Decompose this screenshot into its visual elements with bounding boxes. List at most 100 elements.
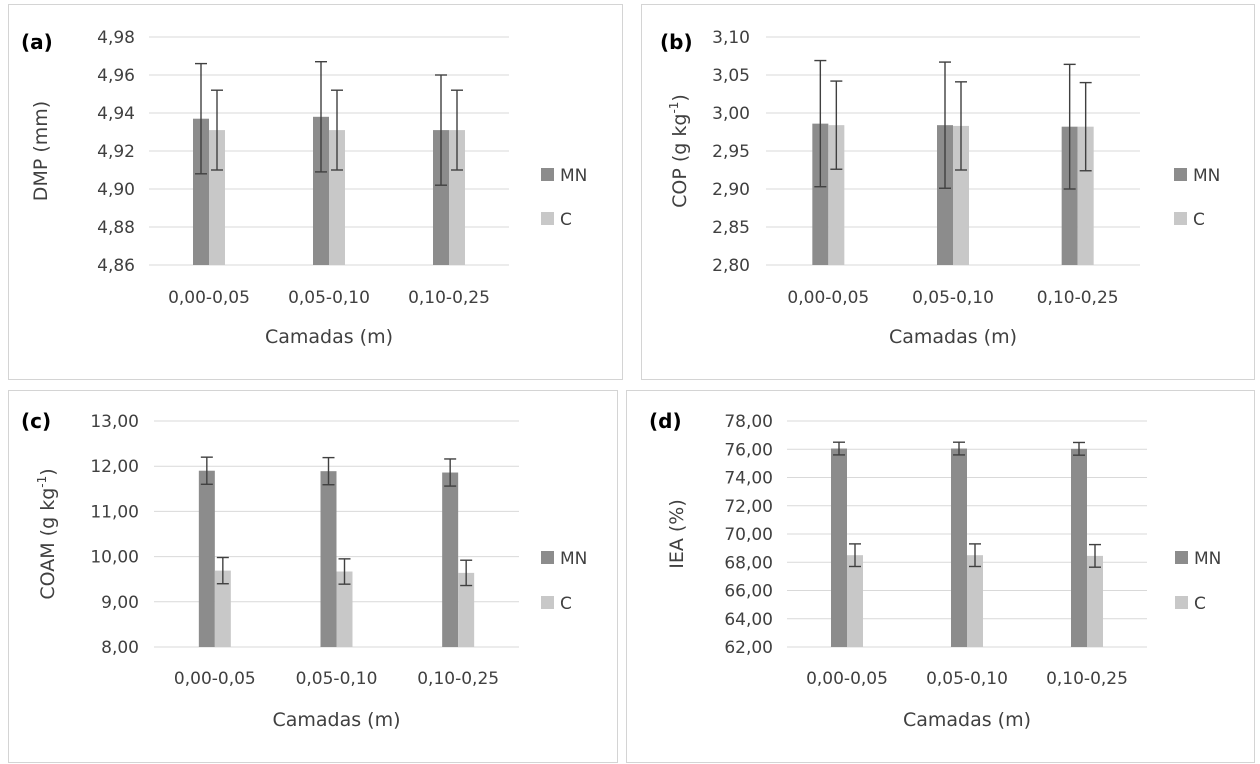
y-tick-label: 4,88 [97,218,135,238]
error-bar-mn [195,62,207,175]
bar-c [458,572,475,647]
error-bar-mn [1073,441,1085,456]
chart-panel-a: (a) 4,86 4,88 4,90 4,92 4,94 4,96 4,98 DMP (mm) 0… [8,4,623,380]
y-tick-label: 72,00 [724,497,773,517]
legend-label-c: C [560,210,572,230]
error-bar-c [460,559,473,587]
bar-mn [937,125,953,265]
legend-label-mn: MN [560,166,587,186]
legend-label-c: C [1193,210,1205,230]
panel-label: (b) [660,30,693,54]
y-tick-label: 68,00 [724,553,773,573]
error-bar-mn [200,456,213,485]
legend-swatch-mn [541,551,554,564]
bar-c [1077,126,1094,266]
y-tick-label: 78,00 [724,412,773,432]
bar-mn [831,448,847,647]
error-bar-mn [833,441,845,456]
error-bar-c [969,543,981,568]
x-axis-title: Camadas (m) [272,709,400,731]
error-bar-c [331,89,343,171]
y-tick-label: 4,86 [97,256,135,276]
y-tick-label: 4,98 [97,28,135,48]
chart-svg: (a) 4,86 4,88 4,90 4,92 4,94 4,96 4,98 DMP (mm) 0… [21,28,587,348]
y-tick-label: 8,00 [101,638,139,658]
error-bar-c [849,543,861,568]
x-tick-label: 0,05-0,10 [296,669,378,689]
y-tick-label: 2,85 [712,218,750,238]
y-axis-title-close-paren: ) [669,94,691,101]
y-tick-label: 13,00 [90,412,139,432]
y-axis-title-superscript: -1 [667,102,681,114]
legend-swatch-c [1175,596,1188,609]
x-tick-label: 0,10-0,25 [1046,669,1128,689]
chart-panel-d: (d) 62,00 64,00 66,00 68,00 70,00 72,00 74,00 76… [626,390,1255,763]
y-axis-title: COP (g kg-1) [667,94,691,208]
y-tick-label: 4,92 [97,142,135,162]
error-bar-c [338,558,351,585]
error-bar-mn [444,458,457,487]
legend-label-c: C [560,594,572,614]
chart-svg: (d) 62,00 64,00 66,00 68,00 70,00 72,00 74,00 76… [649,409,1221,731]
x-tick-label: 0,10-0,25 [1037,288,1119,308]
y-tick-label: 64,00 [724,610,773,630]
error-bar-c [955,81,967,171]
error-bar-c [1089,543,1101,568]
chart-panel-c: (c) 8,00 9,00 10,00 11,00 12,00 13,00 COAM (g k… [8,390,618,763]
bar-mn [442,472,459,647]
y-tick-label: 11,00 [90,502,139,522]
bar-c [449,130,465,265]
error-bar-c [216,556,229,585]
y-tick-label: 66,00 [724,582,773,602]
legend-swatch-c [1174,212,1187,225]
bar-c [828,125,845,265]
legend-label-mn: MN [1194,549,1221,569]
error-bar-c [211,89,223,171]
error-bar-mn [315,61,327,173]
error-bar-mn [953,441,965,456]
x-tick-label: 0,00-0,05 [787,288,869,308]
x-tick-label: 0,05-0,10 [926,669,1008,689]
y-tick-label: 76,00 [724,440,773,460]
chart-svg: (b) 2,80 2,85 2,90 2,95 3,00 3,05 3,10 COP (g kg… [660,28,1220,348]
x-axis-title: Camadas (m) [889,326,1017,348]
x-tick-label: 0,10-0,25 [417,669,499,689]
y-tick-label: 3,00 [712,104,750,124]
error-bar-c [830,80,843,170]
y-axis-title: COAM (g kg-1) [35,468,59,599]
legend-label-mn: MN [1193,166,1220,186]
y-tick-label: 3,10 [712,28,750,48]
bar-mn [1071,448,1087,647]
y-tick-label: 70,00 [724,525,773,545]
chart-svg: (c) 8,00 9,00 10,00 11,00 12,00 13,00 COAM (g k… [21,409,587,731]
legend-swatch-mn [1174,168,1187,181]
bar-mn [433,130,449,265]
bar-c [214,570,231,647]
y-tick-label: 2,95 [712,142,750,162]
bar-mn [193,118,209,265]
y-tick-label: 74,00 [724,469,773,489]
bar-c [953,125,969,265]
bar-c [336,571,353,647]
bar-c [847,555,863,647]
bar-c [1087,555,1103,647]
bar-mn [812,123,829,265]
y-tick-label: 4,94 [97,104,135,124]
x-tick-label: 0,05-0,10 [288,288,370,308]
x-tick-label: 0,05-0,10 [912,288,994,308]
bar-c [967,555,983,647]
y-tick-label: 9,00 [101,593,139,613]
x-tick-label: 0,10-0,25 [408,288,490,308]
y-axis-title: DMP (mm) [30,101,52,201]
y-tick-label: 10,00 [90,548,139,568]
legend-label-mn: MN [560,549,587,569]
x-tick-label: 0,00-0,05 [806,669,888,689]
x-tick-label: 0,00-0,05 [168,288,250,308]
bar-mn [198,470,215,647]
bar-mn [1061,126,1078,266]
y-axis-title-superscript: -1 [35,476,49,488]
legend-swatch-c [541,212,554,225]
error-bar-mn [322,456,335,486]
legend-swatch-c [541,596,554,609]
chart-panel-b: (b) 2,80 2,85 2,90 2,95 3,00 3,05 3,10 COP (g kg… [641,4,1255,380]
